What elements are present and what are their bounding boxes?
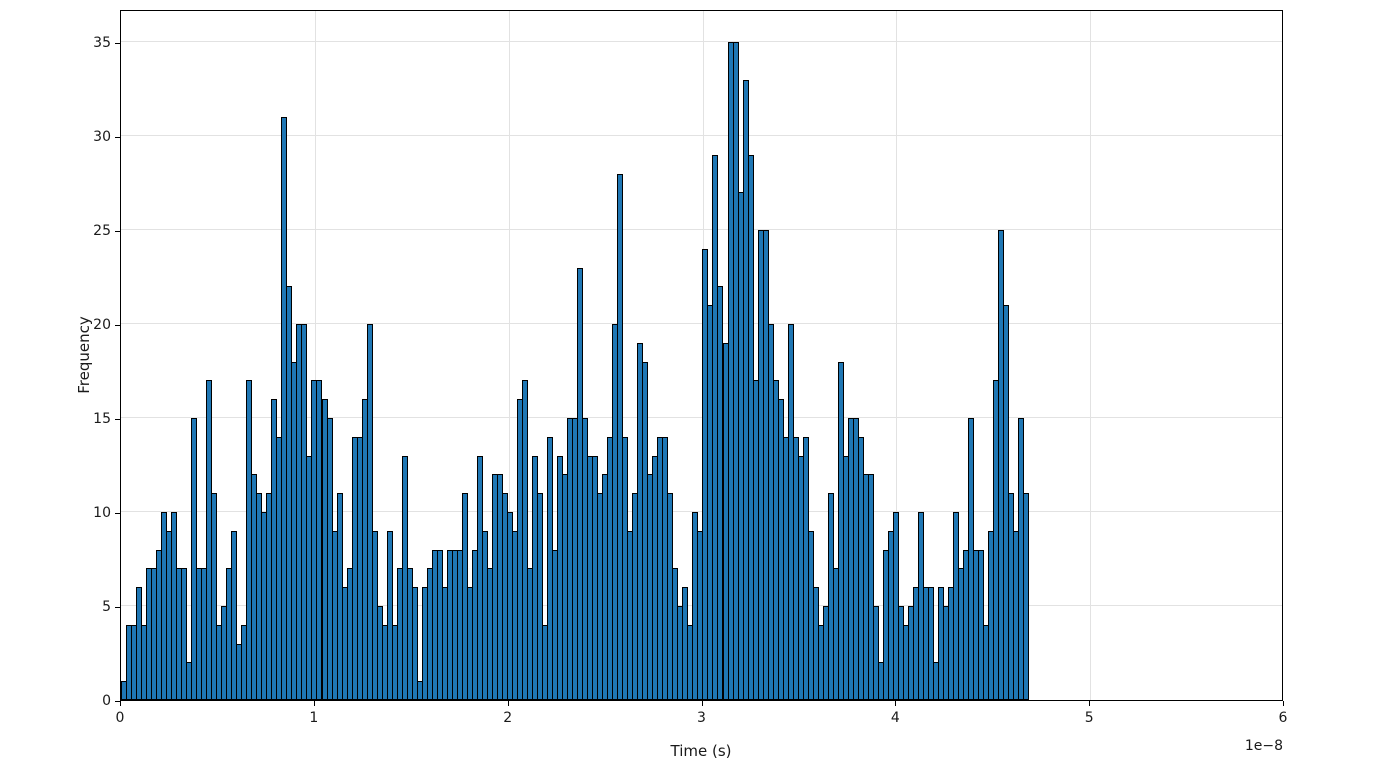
y-tick [115,230,120,232]
y-tick-label: 35 [93,34,111,51]
histogram-bar [231,530,238,700]
y-tick-label: 15 [93,410,111,427]
y-tick-label: 30 [93,128,111,145]
histogram-bar [181,568,188,700]
histogram-bar [411,587,418,700]
x-tick-label: 0 [115,710,125,726]
histogram-bar [872,606,879,700]
x-tick-label: 2 [503,710,513,726]
histogram-bar [537,493,544,700]
x-tick [1283,701,1284,706]
x-axis-label: Time (s) [670,742,732,760]
x-tick-label: 3 [697,710,706,726]
y-tick [115,324,120,326]
histogram-bar [1023,493,1030,700]
y-tick-label: 0 [102,693,111,709]
x-tick [701,701,703,706]
y-tick-label: 5 [102,598,111,615]
y-tick-label: 10 [93,504,111,521]
x-tick-label: 4 [890,710,900,726]
histogram-bar [892,511,899,700]
x-tick-label: 6 [1278,710,1288,726]
v-gridline [508,11,510,700]
y-tick [115,512,120,514]
x-offset-label: 1e−8 [1244,738,1283,754]
x-tick [313,701,315,706]
y-tick [115,42,120,44]
h-gridline [121,416,1282,418]
v-gridline [1090,11,1092,700]
y-tick [115,418,120,420]
h-gridline [121,134,1282,136]
y-tick [115,606,120,608]
x-tick [1089,701,1091,706]
x-tick [895,701,897,706]
histogram-bar [867,474,874,700]
h-gridline [121,322,1282,324]
histogram-bar [928,587,935,700]
histogram-bar [522,380,528,700]
x-tick [507,701,509,706]
plot-area [120,10,1283,701]
histogram-bar [366,323,373,700]
histogram-bar [211,493,218,700]
h-gridline [121,510,1282,512]
x-tick [120,701,121,706]
y-axis-label: Frequency [75,316,93,394]
h-gridline [121,228,1282,230]
y-tick-label: 20 [93,316,111,333]
x-tick-label: 1 [309,710,319,726]
v-gridline [314,11,316,700]
v-gridline [896,11,898,700]
y-tick-label: 25 [93,222,111,239]
h-gridline [121,40,1282,42]
y-tick [115,701,120,702]
histogram-bar [386,530,393,700]
y-tick [115,136,120,138]
x-tick-label: 5 [1084,710,1094,726]
histogram-bar [191,417,198,700]
